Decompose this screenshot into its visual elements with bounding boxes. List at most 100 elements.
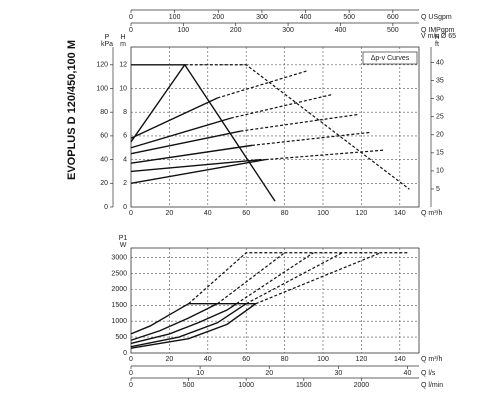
y-tick-label: 12 — [119, 62, 127, 69]
x-axis-label: Q m³/h — [421, 356, 442, 363]
extra-axis-tick-label: 2000 — [354, 382, 370, 389]
curve — [188, 252, 410, 305]
curve — [230, 93, 333, 119]
curve — [255, 252, 381, 305]
curve — [217, 70, 308, 99]
x-tick-label: 100 — [317, 356, 329, 363]
extra-axis-tick-label: 30 — [334, 370, 342, 377]
extra-axis-tick-label: 10 — [436, 168, 444, 175]
x-tick-label: 80 — [281, 356, 289, 363]
extra-axis-tick-label: 500 — [387, 27, 399, 34]
extra-axis-tick-label: 0 — [129, 382, 133, 389]
x-axis-label: Q m³/h — [421, 210, 442, 217]
extra-axis-tick-label: 1000 — [238, 382, 254, 389]
x-tick-label: 80 — [281, 210, 289, 217]
extra-axis-label: H — [434, 34, 439, 41]
extra-axis-tick-label: 60 — [100, 133, 108, 140]
extra-axis-tick-label: 5 — [436, 186, 440, 193]
extra-axis-label: Q l/min — [421, 382, 443, 389]
curve — [130, 303, 247, 348]
x-tick-label: 120 — [356, 356, 368, 363]
extra-axis-tick-label: 20 — [436, 132, 444, 139]
curve — [130, 303, 189, 335]
curve — [130, 303, 218, 341]
extra-axis-tick-label: 30 — [436, 95, 444, 102]
curve — [130, 158, 262, 173]
extra-axis-label: Q USgpm — [421, 14, 452, 21]
extra-axis-tick-label: 35 — [436, 77, 444, 84]
x-tick-label: 120 — [356, 210, 368, 217]
extra-axis-tick-label: 200 — [212, 14, 224, 21]
y-tick-label: 6 — [123, 133, 127, 140]
y-tick-label: 2000 — [111, 286, 127, 293]
extra-axis-label: Q IMPgpm — [421, 27, 455, 34]
extra-axis-tick-label: 100 — [96, 85, 108, 92]
extra-axis-tick-label: 100 — [169, 14, 181, 21]
y-tick-label: 1500 — [111, 302, 127, 309]
x-tick-label: 40 — [204, 356, 212, 363]
extra-axis-tick-label: 120 — [96, 62, 108, 69]
extra-axis-unit: kPa — [101, 41, 113, 48]
extra-axis-label: Q l/s — [421, 370, 436, 377]
y-tick-label: 0 — [123, 350, 127, 357]
x-tick-label: 100 — [317, 210, 329, 217]
curve — [130, 130, 241, 155]
y-tick-label: 1000 — [111, 318, 127, 325]
extra-axis-tick-label: 40 — [404, 370, 412, 377]
extra-axis-tick-label: 0 — [129, 370, 133, 377]
extra-axis-tick-label: 40 — [100, 156, 108, 163]
curve — [130, 97, 218, 139]
x-tick-label: 0 — [129, 210, 133, 217]
curve — [130, 303, 237, 345]
extra-axis-tick-label: 500 — [343, 14, 355, 21]
extra-axis-tick-label: 500 — [183, 382, 195, 389]
x-tick-label: 140 — [394, 210, 406, 217]
extra-axis-tick-label: 40 — [436, 59, 444, 66]
extra-axis-tick-label: 15 — [436, 150, 444, 157]
y-axis-unit: W — [120, 242, 127, 249]
extra-axis-tick-label: 200 — [230, 27, 242, 34]
extra-axis-tick-label: 10 — [196, 370, 204, 377]
y-tick-label: 0 — [123, 204, 127, 211]
y-tick-label: 2 — [123, 180, 127, 187]
extra-axis-tick-label: 600 — [387, 14, 399, 21]
y-tick-label: 500 — [115, 334, 127, 341]
curve — [130, 64, 186, 143]
x-tick-label: 0 — [129, 356, 133, 363]
extra-axis-tick-label: 20 — [265, 370, 273, 377]
extra-axis-label: P — [105, 34, 110, 41]
y-tick-label: 3000 — [111, 254, 127, 261]
curve — [245, 252, 343, 305]
x-tick-label: 20 — [166, 210, 174, 217]
extra-axis-tick-label: 0 — [129, 14, 133, 21]
y-tick-label: 2500 — [111, 270, 127, 277]
y-axis-label: P1 — [119, 235, 128, 242]
legend-box — [362, 51, 418, 65]
curve — [236, 252, 314, 305]
extra-axis-tick-label: 100 — [178, 27, 190, 34]
extra-axis-tick-label: 400 — [300, 14, 312, 21]
curve — [130, 117, 232, 149]
extra-axis-tick-label: 25 — [436, 114, 444, 121]
x-tick-label: 40 — [204, 210, 212, 217]
extra-axis-tick-label: 1500 — [296, 382, 312, 389]
extra-axis-tick-label: 0 — [129, 27, 133, 34]
extra-axis-tick-label: 0 — [104, 204, 108, 211]
y-axis-unit: m — [120, 41, 126, 48]
x-tick-label: 60 — [242, 356, 250, 363]
extra-axis-tick-label: 80 — [100, 109, 108, 116]
extra-axis-unit: ft — [435, 41, 439, 48]
extra-axis-tick-label: 400 — [335, 27, 347, 34]
y-tick-label: 8 — [123, 109, 127, 116]
extra-axis-tick-label: 300 — [256, 14, 268, 21]
legend-text: Δp-v Curves — [371, 55, 410, 62]
y-tick-label: 4 — [123, 156, 127, 163]
curve — [130, 158, 266, 184]
curve — [184, 64, 410, 190]
model-label: EVOPLUS D 120/450,100 M — [66, 40, 78, 180]
x-tick-label: 60 — [242, 210, 250, 217]
y-tick-label: 10 — [119, 85, 127, 92]
curve — [130, 303, 257, 349]
